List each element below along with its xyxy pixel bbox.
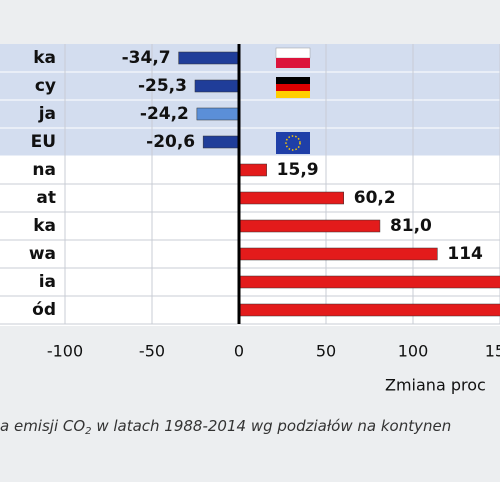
value-label: -34,7 <box>122 48 171 68</box>
y-tick-label: at <box>36 188 56 208</box>
y-tick-label: ia <box>39 272 56 292</box>
y-tick-label: cy <box>35 76 56 96</box>
bar <box>194 79 240 93</box>
flag-eu <box>276 132 310 154</box>
caption-text: a emisji CO <box>0 417 85 435</box>
x-tick-label: 100 <box>398 342 429 361</box>
bar <box>202 135 240 149</box>
value-label: 81,0 <box>390 216 432 236</box>
bar <box>238 247 438 261</box>
y-tick-label: ka <box>33 48 56 68</box>
x-tick-label: -50 <box>139 342 165 361</box>
caption: a emisji CO2 w latach 1988-2014 wg podzi… <box>0 417 451 438</box>
x-tick-label: 50 <box>316 342 336 361</box>
bar <box>196 107 240 121</box>
value-label: -24,2 <box>140 104 189 124</box>
y-tick-label: EU <box>31 132 56 152</box>
x-tick-label: 0 <box>234 342 244 361</box>
bar <box>178 51 240 65</box>
y-tick-label: na <box>32 160 56 180</box>
value-label: 114 <box>447 244 483 264</box>
value-label: -25,3 <box>138 76 187 96</box>
bar <box>238 219 381 233</box>
caption-subscript: 2 <box>85 426 91 437</box>
bar <box>238 303 500 317</box>
y-tick-label: ka <box>33 216 56 236</box>
y-tick-label: wa <box>29 244 56 264</box>
value-label: 60,2 <box>354 188 396 208</box>
flag-pl <box>275 47 311 68</box>
bar <box>238 163 267 177</box>
x-axis-label: Zmiana proc <box>385 376 486 395</box>
y-tick-label: ja <box>38 104 56 124</box>
bar <box>238 275 500 289</box>
flag-de <box>276 77 310 98</box>
value-label: -20,6 <box>146 132 195 152</box>
x-tick-label: -100 <box>47 342 83 361</box>
x-tick-label: 150 <box>485 342 500 361</box>
value-label: 15,9 <box>277 160 319 180</box>
caption-text: w latach 1988-2014 wg podziałów na konty… <box>92 417 452 435</box>
bar <box>238 191 344 205</box>
y-tick-label: ód <box>32 300 56 320</box>
